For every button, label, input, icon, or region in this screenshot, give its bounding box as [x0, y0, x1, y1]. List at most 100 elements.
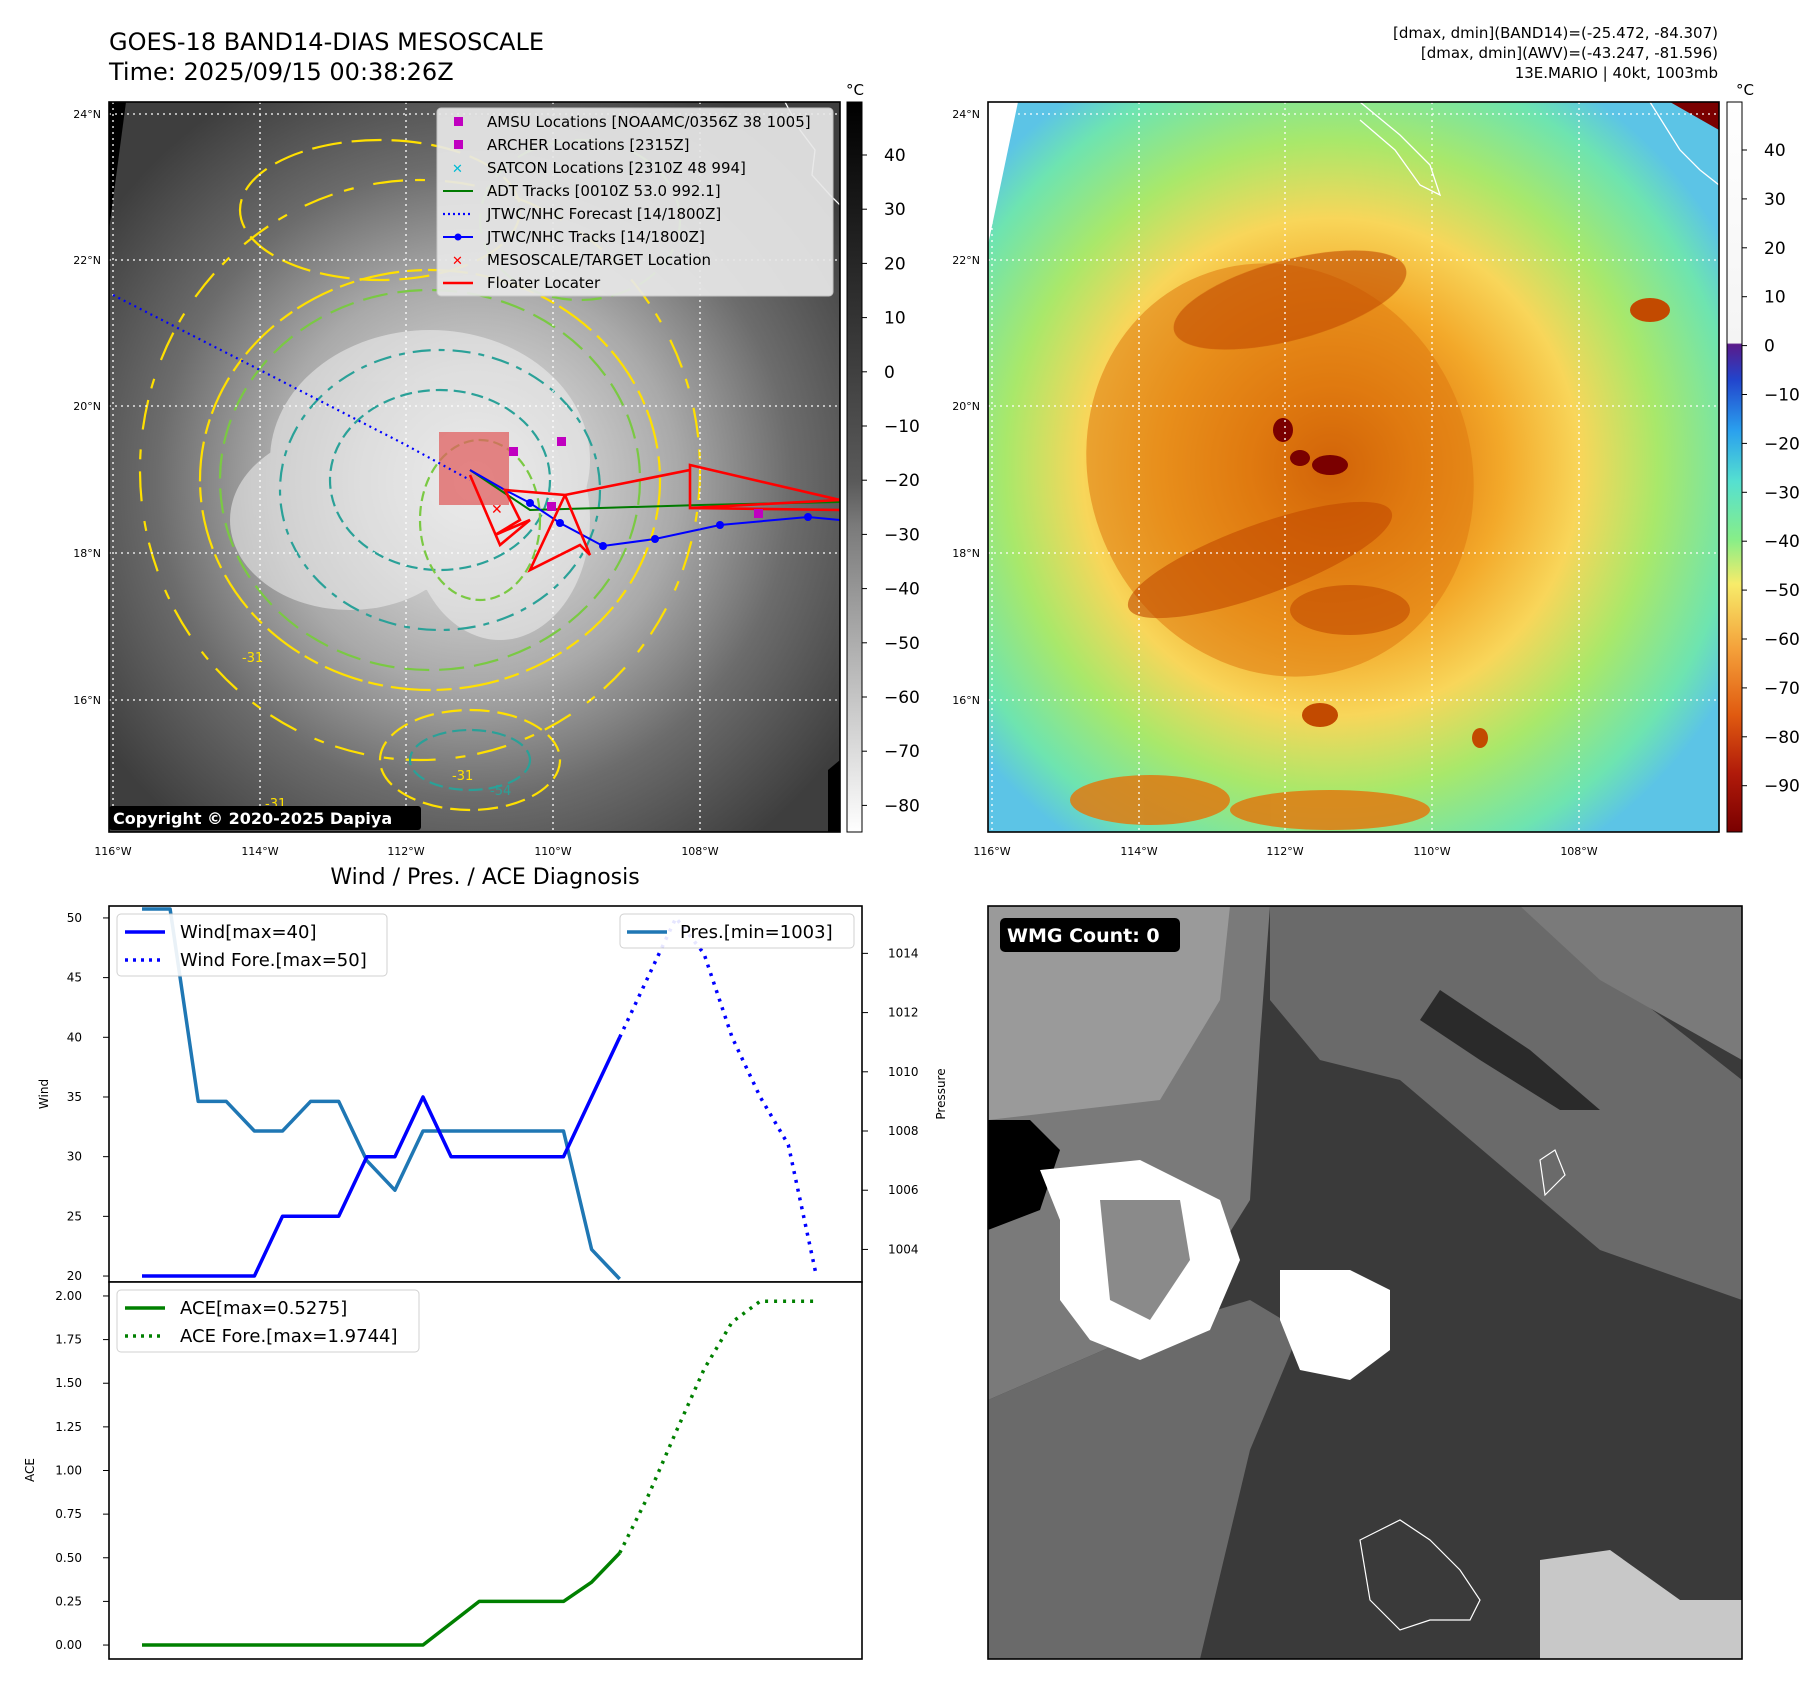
- colorbar-tick-label: 20: [1764, 239, 1786, 259]
- lat-label: 16°N: [73, 694, 101, 707]
- pressure-y-label: Pressure: [934, 1068, 948, 1119]
- series-line: [142, 1036, 622, 1278]
- mesoscale-x-marker: ✕: [491, 502, 503, 518]
- floater-locater-track: [468, 463, 840, 573]
- wind-y-label: Wind: [37, 1079, 51, 1109]
- colorbar-tick-label: 10: [884, 309, 906, 329]
- colorbar-tick-label: −70: [884, 742, 920, 762]
- legend-jtwc-forecast: JTWC/NHC Forecast [14/1800Z]: [486, 205, 721, 223]
- left-lon-labels: 116°W 114°W 112°W 110°W 108°W: [94, 845, 718, 858]
- ir-colorbar: °C 40 30 20 10 0 −10 −20 −30 −40 −50 −60 −70 −80: [846, 81, 920, 833]
- wmg-count-label: WMG Count: 0: [1007, 925, 1160, 947]
- satcon-x-icon: ✕: [452, 162, 463, 177]
- lat-label: 20°N: [952, 400, 980, 413]
- pressure-tick-label: 1014: [888, 946, 919, 960]
- contour-label: -31: [242, 651, 263, 666]
- pressure-tick-label: 1010: [888, 1065, 919, 1079]
- ace-tick-label: 1.00: [55, 1464, 82, 1478]
- lat-label: 24°N: [952, 108, 980, 121]
- ace-tick-label: 0.50: [55, 1551, 82, 1565]
- ace-legend: ACE[max=0.5275] ACE Fore.[max=1.9744]: [116, 1289, 420, 1353]
- colorbar-tick-label: 40: [884, 146, 906, 166]
- colorbar-tick-label: −40: [884, 580, 920, 600]
- wv-colorbar: °C 40 30 20 10 0 −10 −20 −30 −40 −50 −60 −70 −80 −90: [1726, 81, 1800, 833]
- figure-title: GOES-18 BAND14-DIAS MESOSCALE: [109, 28, 544, 56]
- colorbar-tick-label: −50: [884, 634, 920, 654]
- colorbar-tick-label: −20: [1764, 434, 1800, 454]
- colorbar-tick-label: 10: [1764, 288, 1786, 308]
- ace-tick-label: 2.00: [55, 1289, 82, 1303]
- right-lon-labels: 116°W 114°W 112°W 110°W 108°W: [973, 845, 1597, 858]
- lon-label: 112°W: [387, 845, 424, 858]
- wind-tick-label: 40: [67, 1030, 82, 1044]
- lat-label: 22°N: [73, 254, 101, 267]
- legend-mesoscale: MESOSCALE/TARGET Location: [487, 251, 711, 269]
- ace-tick-label: 1.25: [55, 1420, 82, 1434]
- copyright-box: [109, 806, 421, 830]
- map-legend: AMSU Locations [NOAAMC/0356Z 38 1005] AR…: [436, 107, 834, 297]
- wind-tick-label: 50: [67, 911, 82, 925]
- colorbar-tick-label: 40: [1764, 141, 1786, 161]
- lon-label: 114°W: [1120, 845, 1157, 858]
- colorbar-tick-label: −40: [1764, 532, 1800, 552]
- info-band14: [dmax, dmin](BAND14)=(-25.472, -84.307): [1393, 24, 1718, 42]
- colorbar-tick-label: −70: [1764, 679, 1800, 699]
- colorbar-tick-label: −20: [884, 471, 920, 491]
- lat-label: 16°N: [952, 694, 980, 707]
- legend-archer: ARCHER Locations [2315Z]: [487, 136, 690, 154]
- legend-ace-fore: ACE Fore.[max=1.9744]: [180, 1326, 398, 1347]
- wind-tick-label: 35: [67, 1090, 82, 1104]
- colorbar-tick-label: 30: [1764, 190, 1786, 210]
- series-line: [618, 1299, 817, 1554]
- colorbar-unit: °C: [1736, 81, 1754, 99]
- colorbar-tick-label: −80: [1764, 728, 1800, 748]
- legend-pressure: Pres.[min=1003]: [680, 922, 833, 943]
- colorbar-unit: °C: [846, 81, 864, 99]
- jtwc-forecast-track: [112, 294, 471, 481]
- ace-tick-label: 1.50: [55, 1376, 82, 1390]
- pressure-tick-label: 1012: [888, 1006, 919, 1020]
- lat-label: 18°N: [73, 547, 101, 560]
- lon-label: 108°W: [681, 845, 718, 858]
- ace-tick-label: 0.75: [55, 1507, 82, 1521]
- colorbar-tick-label: −60: [884, 688, 920, 708]
- legend-satcon: SATCON Locations [2310Z 48 994]: [487, 159, 746, 177]
- lat-label: 22°N: [952, 254, 980, 267]
- colorbar-tick-label: −10: [1764, 386, 1800, 406]
- ace-tick-label: 1.75: [55, 1333, 82, 1347]
- series-line: [142, 1551, 621, 1647]
- legend-amsu: AMSU Locations [NOAAMC/0356Z 38 1005]: [487, 113, 811, 131]
- colorbar-tick-label: −10: [884, 417, 920, 437]
- colorbar-tick-label: 0: [884, 363, 895, 383]
- colorbar-tick-label: 20: [884, 254, 906, 274]
- colorbar-tick-label: −30: [1764, 483, 1800, 503]
- colorbar-tick-label: 0: [1764, 337, 1775, 357]
- pressure-tick-label: 1006: [888, 1183, 919, 1197]
- pressure-tick-label: 1004: [888, 1242, 919, 1256]
- series-line: [142, 907, 621, 1281]
- left-lat-labels: 24°N 22°N 20°N 18°N 16°N: [73, 108, 101, 707]
- ace-y-label: ACE: [23, 1458, 37, 1482]
- copyright-text: Copyright © 2020-2025 Dapiya: [113, 809, 392, 828]
- lon-label: 110°W: [534, 845, 571, 858]
- colorbar-tick-label: −90: [1764, 777, 1800, 797]
- lon-label: 114°W: [241, 845, 278, 858]
- contour-label: -54: [490, 784, 511, 799]
- lat-label: 24°N: [73, 108, 101, 121]
- wind-legend: Wind[max=40] Wind Fore.[max=50]: [116, 913, 388, 977]
- wind-tick-label: 45: [67, 971, 82, 985]
- colorbar-tick-label: −30: [884, 525, 920, 545]
- diagnosis-title: Wind / Pres. / ACE Diagnosis: [330, 865, 639, 890]
- right-lat-labels: 24°N 22°N 20°N 18°N 16°N: [952, 108, 980, 707]
- wind-tick-label: 30: [67, 1150, 82, 1164]
- wmg-panel: [988, 906, 1742, 1659]
- legend-adt: ADT Tracks [0010Z 53.0 992.1]: [487, 182, 721, 200]
- lon-label: 112°W: [1266, 845, 1303, 858]
- pressure-tick-label: 1008: [888, 1124, 919, 1138]
- wind-tick-label: 20: [67, 1269, 82, 1283]
- colorbar-tick-label: 30: [884, 200, 906, 220]
- figure-time: Time: 2025/09/15 00:38:26Z: [108, 58, 454, 86]
- lat-label: 20°N: [73, 400, 101, 413]
